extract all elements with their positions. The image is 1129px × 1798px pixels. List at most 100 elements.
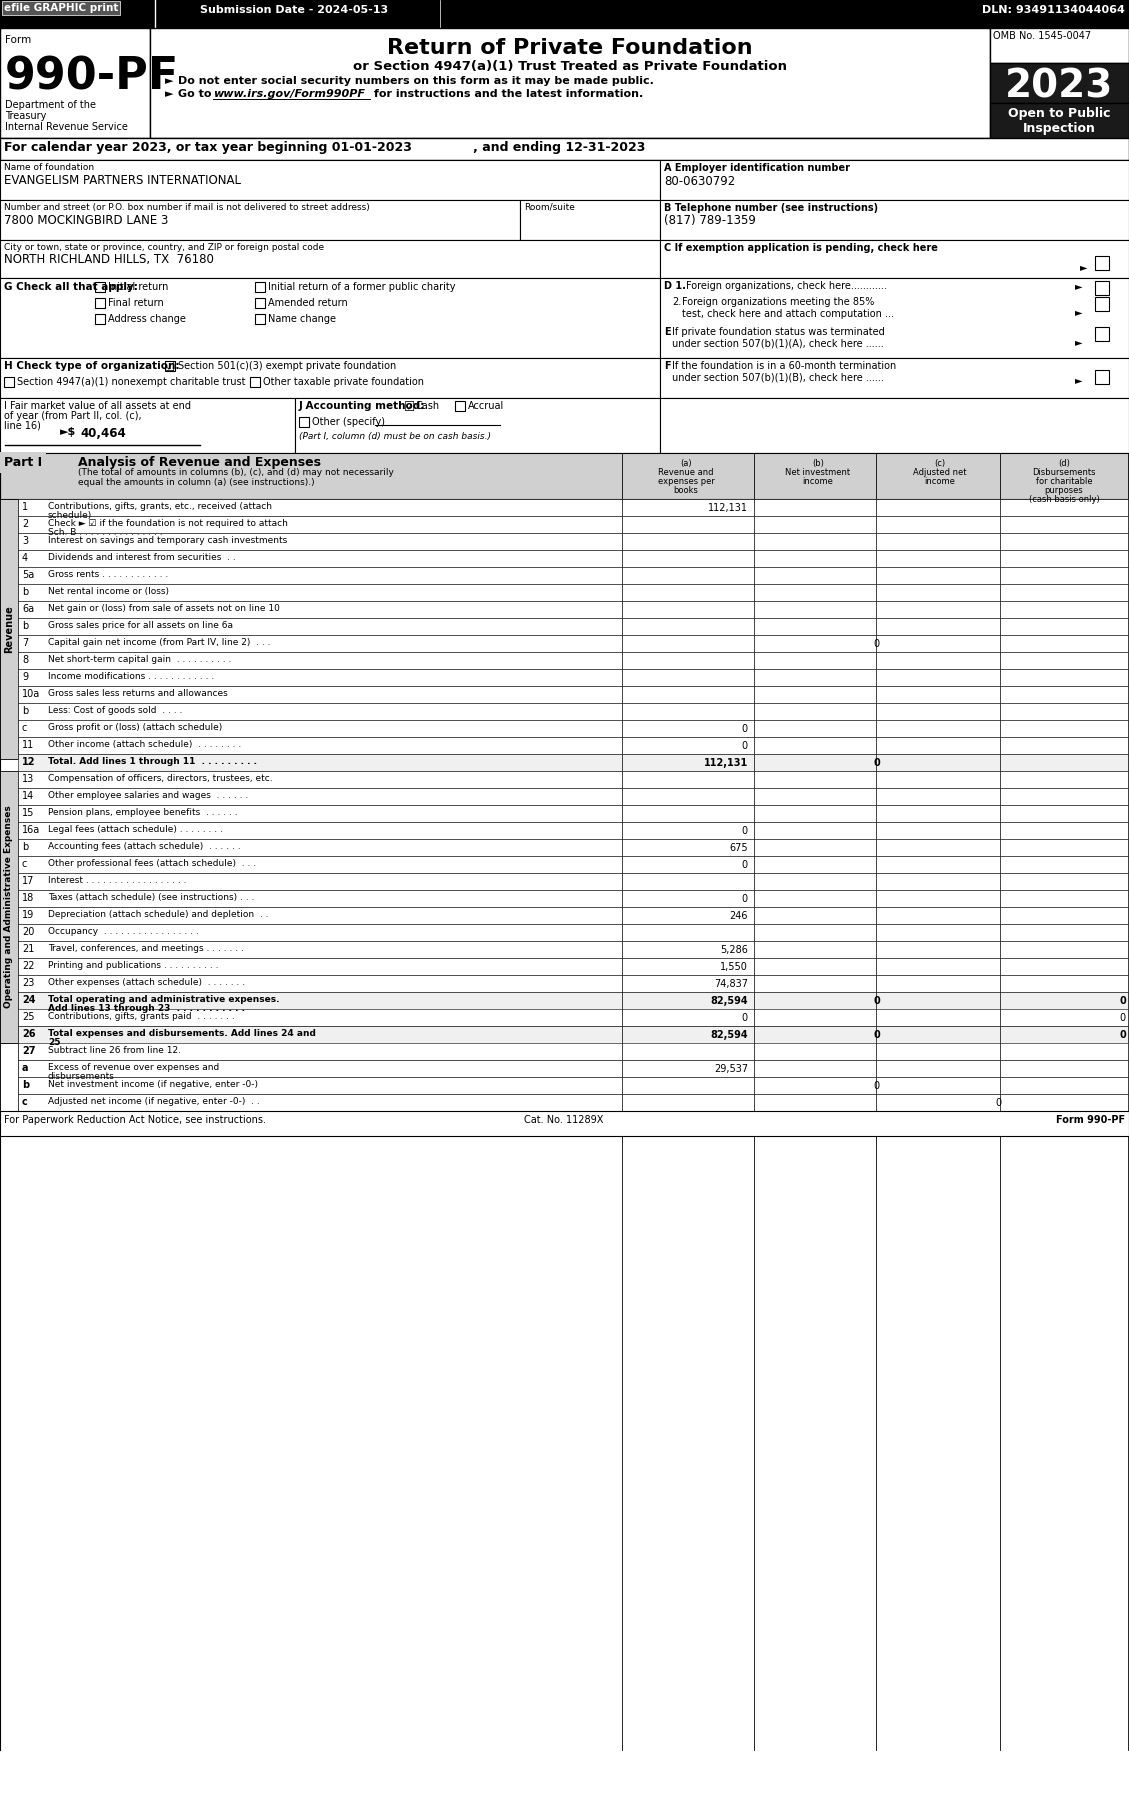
Text: Income modifications . . . . . . . . . . . .: Income modifications . . . . . . . . . .… [49,672,215,681]
Bar [622,550,754,566]
Bar [1000,601,1128,619]
Bar [18,653,622,669]
Bar [876,566,1000,584]
Text: EVANGELISM PARTNERS INTERNATIONAL: EVANGELISM PARTNERS INTERNATIONAL [5,174,240,187]
Bar [622,1027,754,1061]
Text: ►$: ►$ [60,426,77,437]
Bar [18,532,622,550]
Text: NORTH RICHLAND HILLS, TX  76180: NORTH RICHLAND HILLS, TX 76180 [5,254,213,266]
Text: 17: 17 [21,876,34,886]
Bar [1000,584,1128,601]
Text: Disbursements: Disbursements [1032,467,1096,476]
Bar [1000,1061,1128,1077]
Bar [0,358,660,397]
Text: B Telephone number (see instructions): B Telephone number (see instructions) [664,203,878,212]
Text: 7800 MOCKINGBIRD LANE 3: 7800 MOCKINGBIRD LANE 3 [5,214,168,227]
Bar [1000,550,1128,566]
Text: ►: ► [1075,280,1083,291]
Bar [455,401,465,412]
Text: (a): (a) [680,458,692,467]
Bar [876,1077,1000,1093]
Text: 2023: 2023 [1005,68,1113,106]
Text: www.irs.gov/Form990PF: www.irs.gov/Form990PF [213,88,365,99]
Bar [754,1027,876,1061]
Bar [622,619,754,635]
Bar [754,788,876,806]
Bar [754,992,876,1027]
Bar [622,703,754,719]
Bar [660,279,1129,358]
Bar [754,856,876,874]
Text: Gross sales less returns and allowances: Gross sales less returns and allowances [49,689,228,698]
Bar [754,1061,876,1077]
Text: Go to: Go to [178,88,216,99]
Bar [18,874,622,890]
Bar [1000,703,1128,719]
Text: b: b [21,586,28,597]
Bar [1000,1009,1128,1027]
Text: 12: 12 [21,757,35,768]
Bar [1000,1077,1128,1093]
Bar [754,771,876,788]
Text: books: books [674,485,699,494]
Bar [876,635,1000,653]
Bar [754,975,876,992]
Bar [18,1093,622,1111]
Text: Gross rents . . . . . . . . . . . .: Gross rents . . . . . . . . . . . . [49,570,168,579]
Bar [754,753,876,771]
Bar [1000,906,1128,924]
Text: 0: 0 [742,725,749,734]
Bar [18,619,622,635]
Text: 13: 13 [21,773,34,784]
Text: or Section 4947(a)(1) Trust Treated as Private Foundation: or Section 4947(a)(1) Trust Treated as P… [353,59,787,74]
Bar [622,874,754,890]
Bar [754,940,876,958]
Bar [754,806,876,822]
Bar [622,788,754,806]
Text: H Check type of organization:: H Check type of organization: [5,361,180,370]
Bar [1000,1043,1128,1061]
Text: for charitable: for charitable [1035,476,1093,485]
Text: expenses per: expenses per [657,476,715,485]
Text: I Fair market value of all assets at end: I Fair market value of all assets at end [5,401,191,412]
Text: City or town, state or province, country, and ZIP or foreign postal code: City or town, state or province, country… [5,243,324,252]
Bar [622,1093,754,1111]
Bar [1000,532,1128,550]
Bar [1000,788,1128,806]
Text: Gross profit or (loss) (attach schedule): Gross profit or (loss) (attach schedule) [49,723,222,732]
Text: Room/suite: Room/suite [524,203,575,212]
Bar [1000,924,1128,940]
Text: Taxes (attach schedule) (see instructions) . . .: Taxes (attach schedule) (see instruction… [49,894,254,903]
Text: Operating and Administrative Expenses: Operating and Administrative Expenses [5,806,14,1009]
Bar [876,687,1000,703]
Text: 1,550: 1,550 [720,962,749,973]
Text: Initial return: Initial return [108,282,168,291]
Text: Foreign organizations, check here............: Foreign organizations, check here.......… [686,280,887,291]
Text: Check ► ☑ if the foundation is not required to attach: Check ► ☑ if the foundation is not requi… [49,520,288,529]
Bar [876,1093,1000,1111]
Text: b: b [21,841,28,852]
Bar [622,890,754,906]
Text: Accounting fees (attach schedule)  . . . . . .: Accounting fees (attach schedule) . . . … [49,841,240,850]
Bar [1000,619,1128,635]
Text: Other (specify): Other (specify) [312,417,385,426]
Bar [1000,822,1128,840]
Bar [95,298,105,307]
Bar [0,239,660,279]
Bar [876,753,1000,771]
Text: Internal Revenue Service: Internal Revenue Service [5,122,128,131]
Bar [1000,940,1128,958]
Text: ☑: ☑ [404,401,415,414]
Bar [18,840,622,856]
Bar [754,1077,876,1093]
Text: 24: 24 [21,994,35,1005]
Bar [876,601,1000,619]
Text: Interest . . . . . . . . . . . . . . . . . .: Interest . . . . . . . . . . . . . . . .… [49,876,186,885]
Bar [754,500,876,516]
Bar [1000,992,1128,1027]
Bar [0,0,1129,29]
Text: Subtract line 26 from line 12.: Subtract line 26 from line 12. [49,1046,181,1055]
Text: OMB No. 1545-0047: OMB No. 1545-0047 [994,31,1091,41]
Text: Total operating and administrative expenses.: Total operating and administrative expen… [49,994,280,1003]
Text: Submission Date - 2024-05-13: Submission Date - 2024-05-13 [200,5,388,14]
